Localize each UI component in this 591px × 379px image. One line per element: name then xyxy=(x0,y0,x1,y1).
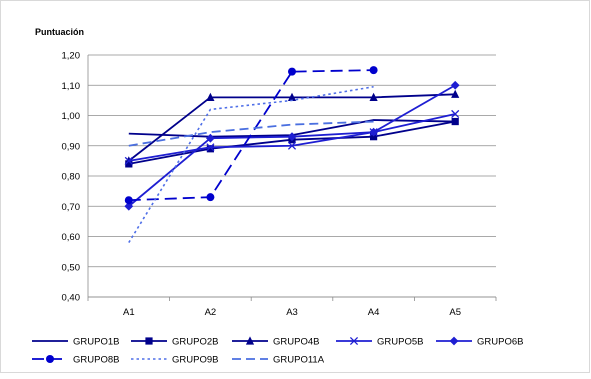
legend-label: GRUPO9B xyxy=(172,355,218,366)
data-point xyxy=(287,132,297,142)
legend-item-grupo4b: GRUPO4B xyxy=(232,336,319,348)
data-point xyxy=(206,193,215,202)
y-tick-label: 0,60 xyxy=(62,232,81,243)
series-line xyxy=(128,85,374,243)
data-point xyxy=(124,156,133,165)
y-tick-label: 0,40 xyxy=(62,293,81,304)
data-point xyxy=(369,66,378,75)
legend-marker xyxy=(145,337,153,345)
y-tick-label: 0,50 xyxy=(62,262,81,273)
y-tick-label: 0,90 xyxy=(62,141,81,152)
legend-item-grupo8b: GRUPO8B xyxy=(32,355,119,366)
y-tick-label: 1,00 xyxy=(62,111,81,122)
data-point xyxy=(288,67,296,76)
legend-marker xyxy=(349,336,359,346)
y-axis-label: Puntuación xyxy=(35,27,84,37)
legend-item-grupo11a: GRUPO11A xyxy=(232,355,325,366)
data-point xyxy=(287,141,297,150)
x-tick-label: A1 xyxy=(123,307,135,318)
legend-item-grupo1b: GRUPO1B xyxy=(32,337,119,348)
legend-marker xyxy=(449,336,459,346)
data-point xyxy=(450,80,460,90)
legend-marker xyxy=(46,355,54,363)
data-point xyxy=(369,92,378,101)
data-point xyxy=(206,145,214,153)
y-tick-label: 0,80 xyxy=(62,172,81,183)
series-grupo6b xyxy=(124,80,460,211)
legend-item-grupo9b: GRUPO9B xyxy=(131,355,218,366)
x-tick-label: A4 xyxy=(368,307,380,318)
data-point xyxy=(206,143,215,152)
series-grupo9b xyxy=(128,85,374,243)
series-grupo4b xyxy=(124,89,460,165)
data-point xyxy=(451,89,460,98)
legend-label: GRUPO1B xyxy=(73,337,119,348)
y-tick-label: 0,70 xyxy=(62,202,81,213)
legend-label: GRUPO8B xyxy=(73,355,119,366)
legend-label: GRUPO5B xyxy=(377,337,423,348)
x-tick-label: A5 xyxy=(449,307,461,318)
x-tick-label: A3 xyxy=(286,307,298,318)
legend-label: GRUPO6B xyxy=(477,337,523,348)
series-line xyxy=(128,69,374,202)
data-point xyxy=(451,109,460,119)
legend-item-grupo6b: GRUPO6B xyxy=(436,337,523,348)
legend-label: GRUPO2B xyxy=(172,337,218,348)
legend-label: GRUPO11A xyxy=(273,355,325,366)
series-grupo8b xyxy=(124,66,378,205)
legend-label: GRUPO4B xyxy=(273,337,319,348)
y-tick-label: 1,20 xyxy=(62,51,81,62)
data-point xyxy=(206,92,215,101)
data-point xyxy=(369,127,378,137)
data-point xyxy=(206,133,215,143)
data-point xyxy=(451,117,459,126)
legend-item-grupo5b: GRUPO5B xyxy=(336,337,423,348)
x-tick-label: A2 xyxy=(205,307,217,318)
legend-marker xyxy=(245,336,255,345)
y-tick-label: 1,10 xyxy=(62,81,81,92)
series-grupo5b xyxy=(124,109,460,165)
legend-item-grupo2b: GRUPO2B xyxy=(131,337,218,348)
data-point xyxy=(124,201,134,211)
data-point xyxy=(287,92,297,101)
data-point xyxy=(370,133,378,141)
series xyxy=(124,66,460,243)
data-point xyxy=(124,196,133,205)
axes: 0,40 0,50 0,60 0,70 0,80 0,90 1,00 1,10 1,20 A1 A2… xyxy=(62,51,497,318)
legend: GRUPO1B GRUPO2B GRUPO4B GRUPO5B GRUPO6B GRUPO… xyxy=(32,336,523,366)
